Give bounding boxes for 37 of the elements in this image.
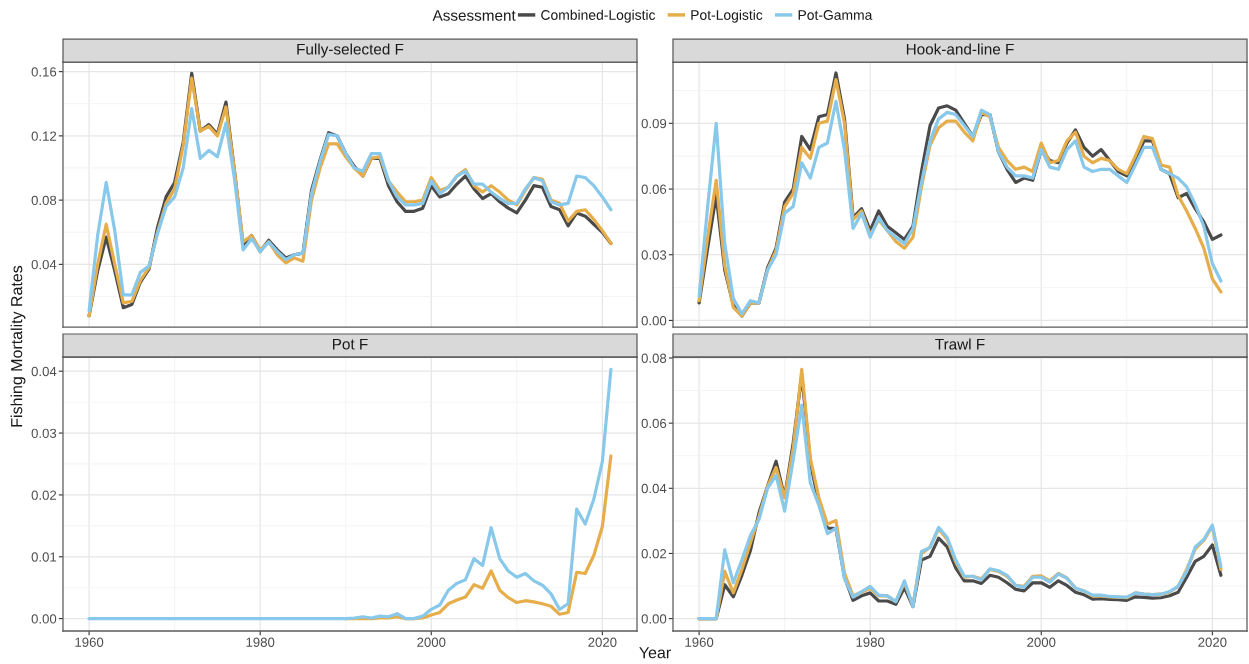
legend-label: Pot-Logistic	[691, 9, 763, 23]
y-tick-label: 0.03	[641, 250, 667, 260]
chart-title: Hook-and-line F	[906, 43, 1014, 55]
y-tick-label: 0.03	[31, 428, 57, 438]
chart-title: Fully-selected F	[297, 43, 404, 58]
y-tick-label: 0.06	[641, 418, 667, 429]
y-tick-label: 0.04	[641, 483, 667, 494]
y-tick-label: 0.00	[641, 316, 667, 326]
y-tick-label: 0.04	[31, 366, 57, 377]
x-tick-label: 2000	[1027, 637, 1056, 647]
y-tick-label: 0.01	[31, 552, 57, 562]
y-axis-title: Fishing Mortality Rates	[10, 265, 26, 427]
y-tick-label: 0.08	[31, 195, 57, 206]
y-tick-label: 0.08	[641, 353, 667, 363]
chart-title: Pot F	[333, 338, 368, 350]
y-tick-label: 0.00	[641, 614, 667, 624]
x-tick-label: 1960	[75, 637, 104, 647]
x-tick-label: 1980	[856, 637, 885, 647]
legend-label: Pot-Gamma	[798, 10, 873, 20]
y-tick-label: 0.09	[641, 118, 667, 129]
x-tick-label: 1980	[246, 637, 275, 647]
y-tick-label: 0.04	[31, 259, 57, 270]
x-tick-label: 2000	[417, 637, 446, 647]
x-tick-label: 2020	[588, 637, 617, 647]
y-tick-label: 0.00	[31, 614, 57, 624]
y-tick-label: 0.06	[641, 184, 667, 194]
legend-label: Combined-Logistic	[541, 9, 656, 23]
x-tick-label: 1960	[685, 637, 714, 647]
line-series	[87, 367, 613, 621]
legend-title: Assessment	[432, 10, 516, 21]
y-tick-label: 0.12	[31, 131, 57, 141]
chart-title: Trawl F	[935, 338, 985, 350]
x-tick-label: 2020	[1198, 637, 1227, 647]
y-tick-label: 0.16	[31, 67, 57, 77]
x-axis-title: Year	[639, 647, 671, 659]
y-tick-label: 0.02	[31, 490, 57, 500]
y-tick-label: 0.02	[641, 549, 667, 559]
